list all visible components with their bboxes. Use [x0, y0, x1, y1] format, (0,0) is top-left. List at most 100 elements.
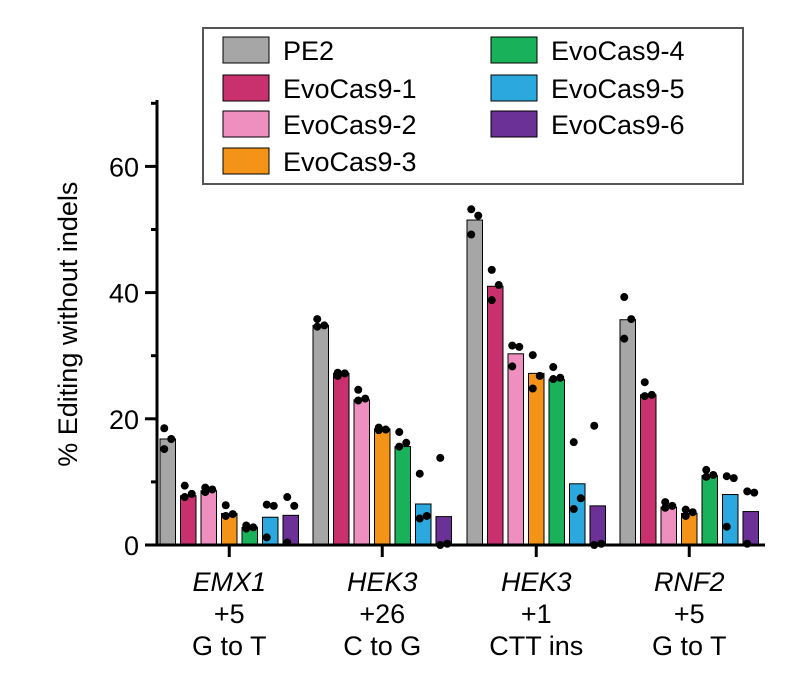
data-point — [415, 469, 424, 478]
data-point — [549, 363, 558, 372]
data-point — [262, 500, 271, 509]
category-edit: G to T — [652, 631, 727, 661]
category-label: HEK3+26C to G — [343, 567, 421, 661]
data-point — [549, 375, 558, 384]
legend-item-evocas9-3: EvoCas9-3 — [222, 147, 417, 177]
legend: PE2 EvoCas9-1 EvoCas9-2 EvoCas9-3 EvoCas9-4 E… — [202, 27, 744, 185]
bar-evocas9-1-0 — [180, 495, 197, 546]
bar-evocas9-2-3 — [660, 506, 677, 546]
legend-swatch — [222, 36, 270, 64]
data-point — [556, 373, 565, 382]
data-point — [467, 205, 476, 214]
axes — [155, 100, 765, 547]
data-point — [474, 211, 483, 220]
data-point — [269, 501, 278, 510]
data-point — [340, 369, 349, 378]
y-tick-label: 20 — [109, 405, 139, 435]
data-point — [333, 371, 342, 380]
data-point — [702, 472, 711, 481]
bar-evocas9-5-3 — [722, 494, 739, 546]
data-point — [750, 488, 759, 497]
y-tick-label: 60 — [109, 152, 139, 182]
bar-evocas9-5-2 — [569, 483, 586, 546]
bar-evocas9-1-3 — [640, 394, 657, 546]
data-point — [320, 321, 329, 330]
legend-item-evocas9-2: EvoCas9-2 — [222, 110, 417, 140]
data-point — [729, 474, 738, 483]
data-point — [487, 265, 496, 274]
data-point — [402, 438, 411, 447]
legend-label: EvoCas9-3 — [283, 147, 417, 177]
bar-evocas9-2-2 — [507, 353, 524, 546]
y-tick-label: 40 — [109, 279, 139, 309]
data-point — [395, 428, 404, 437]
category-gene: RNF2 — [654, 567, 725, 597]
data-point — [722, 522, 731, 531]
data-point — [290, 501, 299, 510]
data-point — [590, 421, 599, 430]
data-point — [668, 501, 677, 510]
data-point — [262, 533, 271, 542]
bar-evocas9-6-3 — [742, 511, 759, 546]
y-ticks: 0 20 40 60 — [109, 101, 157, 561]
data-point — [201, 487, 210, 496]
bar-pe2-2 — [466, 219, 483, 546]
data-point — [640, 392, 649, 401]
data-point — [180, 481, 189, 490]
category-position: +26 — [359, 599, 405, 629]
data-point — [702, 465, 711, 474]
bar-evocas9-2-1 — [353, 399, 370, 546]
data-point — [515, 342, 524, 351]
data-point — [627, 315, 636, 324]
legend-swatch — [490, 110, 538, 138]
data-point — [221, 501, 230, 510]
bar-evocas9-4-2 — [548, 379, 565, 546]
data-point — [249, 523, 258, 532]
data-point — [681, 511, 690, 520]
category-position: +5 — [674, 599, 705, 629]
data-point — [688, 508, 697, 517]
data-point — [535, 371, 544, 380]
legend-swatch — [490, 74, 538, 102]
legend-swatch — [222, 110, 270, 138]
category-edit: CTT ins — [489, 631, 583, 661]
data-point — [661, 498, 670, 507]
data-point — [283, 493, 292, 502]
legend-label: EvoCas9-6 — [551, 110, 685, 140]
category-position: +5 — [214, 599, 245, 629]
data-point — [569, 505, 578, 514]
category-gene: HEK3 — [501, 567, 572, 597]
data-point — [436, 453, 445, 462]
data-point — [620, 293, 629, 302]
bar-evocas9-4-3 — [701, 475, 718, 546]
data-point — [422, 511, 431, 520]
y-axis-label: % Editing without indels — [53, 182, 83, 467]
data-point — [160, 424, 169, 433]
legend-swatch — [222, 74, 270, 102]
data-point — [640, 378, 649, 387]
data-point — [528, 351, 537, 360]
bar-evocas9-1-1 — [333, 372, 350, 546]
legend-swatch — [490, 36, 538, 64]
data-point — [661, 503, 670, 512]
data-point — [467, 230, 476, 239]
bar-evocas9-6-2 — [589, 505, 606, 546]
data-point — [494, 281, 503, 290]
data-point — [528, 384, 537, 393]
category-gene: EMX1 — [192, 567, 266, 597]
data-point — [374, 426, 383, 435]
legend-label: EvoCas9-1 — [283, 74, 417, 104]
bar-pe2-3 — [619, 319, 636, 546]
bar-evocas9-3-1 — [374, 428, 391, 546]
data-point — [187, 489, 196, 498]
data-point — [576, 494, 585, 503]
data-point — [228, 510, 237, 519]
category-gene: HEK3 — [347, 567, 418, 597]
legend-label: EvoCas9-2 — [283, 110, 417, 140]
data-point — [487, 296, 496, 305]
data-point — [361, 394, 370, 403]
bar-evocas9-2-0 — [200, 490, 217, 546]
legend-item-evocas9-6: EvoCas9-6 — [490, 110, 685, 140]
